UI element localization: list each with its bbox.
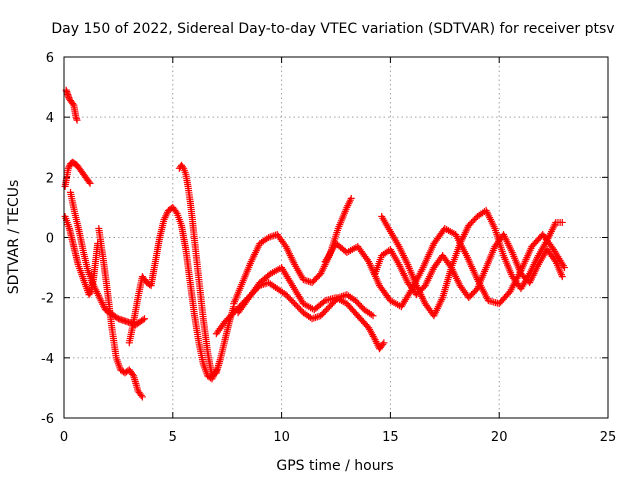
x-tick-label: 15 [382,430,399,445]
data-point [380,339,388,347]
series-ptsv-arc-h [234,264,388,353]
y-tick-label: -2 [41,292,54,307]
data-point [129,370,137,378]
chart-title: Day 150 of 2022, Sidereal Day-to-day VTE… [51,21,614,37]
x-tick-label: 0 [60,430,68,445]
series-ptsv-arc-k [371,230,566,302]
series-ptsv-arc-e [175,161,238,380]
plot-frame [63,56,609,419]
y-tick-label: -4 [41,352,54,367]
data-point [65,163,73,171]
data-point [138,393,146,401]
data-point [139,316,147,324]
series-ptsv-arc-b [61,212,102,299]
data-point [303,277,311,285]
y-tick-label: 4 [46,111,54,126]
data-point [64,164,72,172]
series-ptsv-arc-g [230,194,355,308]
data-point [558,218,566,226]
data-point [310,314,318,322]
x-tick-label: 5 [169,430,177,445]
data-point [312,314,320,322]
y-tick-label: 2 [46,171,54,186]
data-point [179,163,187,171]
series-ptsv-spike [62,86,81,124]
y-tick-label: 6 [46,51,54,66]
data-points [61,86,568,401]
x-tick-label: 20 [491,430,508,445]
y-axis-ticks: -6 -4 -2 0 2 4 6 [41,51,608,427]
x-axis-label: GPS time / hours [276,458,393,474]
data-point [172,208,180,216]
data-point [379,340,387,348]
data-point [86,289,94,297]
y-axis-label: SDTVAR / TECUs [6,180,22,295]
series-ptsv-arc-a [61,158,94,190]
y-tick-label: 0 [46,232,54,247]
data-point [347,194,355,202]
data-point [363,256,371,264]
data-point [281,241,289,249]
data-point [137,391,145,399]
data-point [558,273,566,281]
data-point [86,179,94,187]
data-point [370,334,378,342]
data-point [73,116,81,124]
x-tick-label: 10 [273,430,290,445]
series-ptsv-dip [95,224,146,401]
data-point [551,256,559,264]
data-point [369,312,377,320]
data-point [85,178,93,186]
data-point [141,315,149,323]
series-ptsv-arc-c [67,188,149,329]
x-tick-label: 25 [600,430,617,445]
data-point [560,264,568,272]
y-tick-label: -6 [41,412,54,427]
data-point [69,100,77,108]
data-point [446,262,454,270]
x-axis-ticks: 0 5 10 15 20 25 [60,57,616,445]
